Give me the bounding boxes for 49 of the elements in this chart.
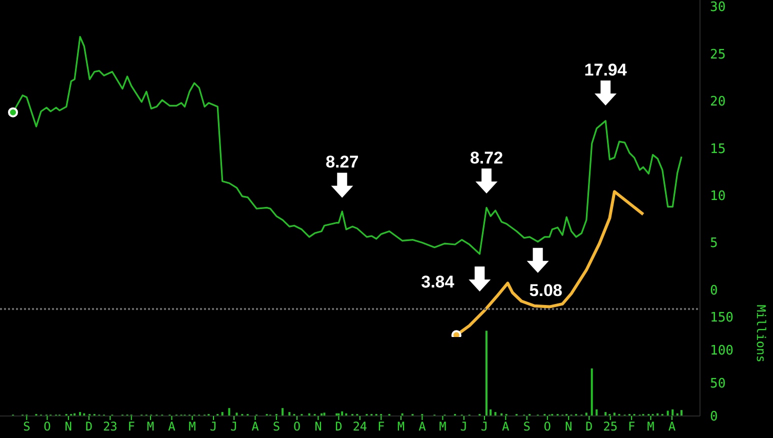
- x-tick-label: D: [586, 420, 593, 434]
- x-tick-label: F: [628, 420, 636, 434]
- y-tick-label: 100: [710, 344, 734, 359]
- annotation: 5.08: [529, 280, 562, 300]
- x-tick-label: M: [647, 420, 654, 434]
- x-tick-label: A: [168, 420, 176, 434]
- x-tick-label: A: [668, 420, 676, 434]
- y-tick-label: 15: [710, 142, 726, 157]
- x-tick-label: S: [23, 420, 30, 434]
- x-tick-label: J: [480, 420, 488, 434]
- y-tick-label: 150: [710, 310, 734, 326]
- x-tick-label: N: [565, 420, 572, 434]
- x-tick-label: J: [230, 420, 238, 434]
- x-tick-label: M: [397, 420, 405, 434]
- y-tick-label: 5: [710, 236, 718, 252]
- y-tick-label: 0: [710, 283, 718, 298]
- x-tick-label: A: [252, 420, 260, 434]
- y-tick-label: 25: [710, 47, 726, 62]
- y-tick-label: 30: [710, 0, 726, 16]
- x-tick-label: N: [64, 420, 72, 434]
- x-tick-label: O: [293, 420, 301, 434]
- x-tick-label: D: [85, 420, 93, 434]
- annotation: 8.72: [470, 148, 504, 168]
- y-tick-label: 50: [710, 376, 726, 392]
- x-tick-label: M: [188, 420, 196, 434]
- x-tick-label: J: [460, 420, 468, 434]
- x-tick-label: S: [272, 420, 280, 434]
- x-tick-label: 23: [102, 420, 118, 434]
- x-tick-label: A: [418, 420, 427, 434]
- x-tick-label: S: [523, 420, 530, 434]
- y-axis-title: Millions: [754, 304, 768, 362]
- x-tick-label: M: [439, 420, 446, 434]
- y-tick-label: 0: [710, 410, 718, 425]
- x-tick-label: F: [128, 420, 135, 434]
- x-tick-label: F: [378, 420, 385, 434]
- x-tick-label: O: [544, 420, 552, 434]
- x-tick-label: N: [314, 420, 322, 434]
- y-tick-label: 20: [710, 94, 726, 110]
- x-tick-label: 25: [603, 420, 618, 434]
- annotation: 3.84: [421, 272, 455, 292]
- x-tick-label: D: [335, 420, 342, 434]
- x-tick-label: A: [502, 420, 510, 434]
- y-tick-label: 10: [710, 189, 726, 204]
- annotation: 8.27: [326, 152, 359, 172]
- annotation: 17.94: [584, 60, 628, 80]
- x-tick-label: M: [146, 420, 154, 434]
- x-tick-label: O: [44, 420, 51, 434]
- x-tick-label: J: [210, 420, 218, 434]
- x-tick-label: 24: [352, 420, 368, 434]
